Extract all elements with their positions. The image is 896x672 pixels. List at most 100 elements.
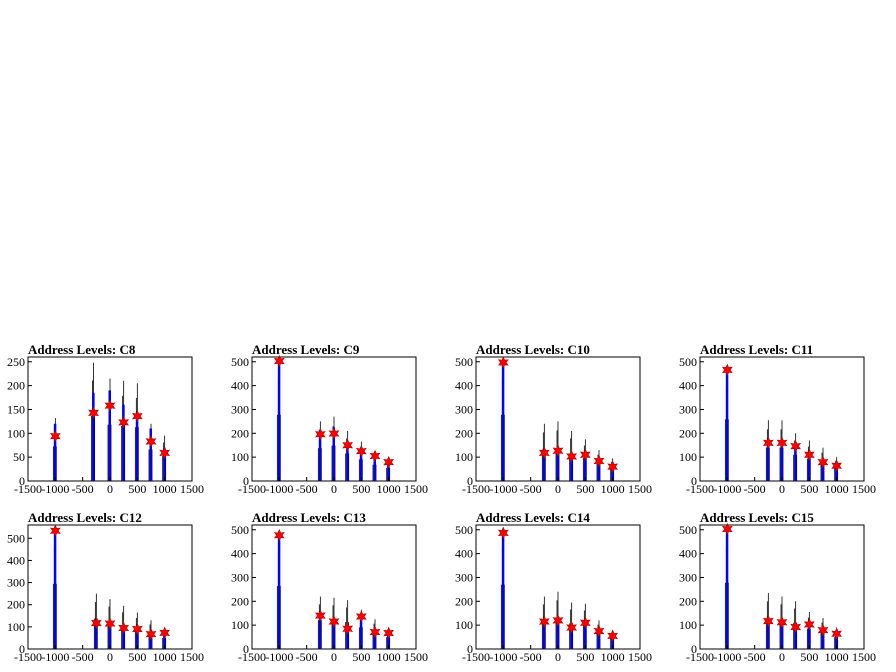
peak-marker (159, 626, 171, 640)
y-tick-label: 100 (7, 620, 25, 634)
histogram-fill (332, 620, 335, 649)
x-tick-label: 1000 (601, 650, 625, 664)
histogram-fill (725, 371, 729, 481)
peak-marker (721, 522, 733, 536)
histogram-fill (122, 404, 125, 481)
x-tick-label: 0 (107, 650, 113, 664)
chart-title: Address Levels: C11 (700, 342, 813, 357)
peak-marker (497, 526, 509, 540)
y-tick-label: 200 (231, 426, 249, 440)
x-tick-label: 1000 (153, 482, 177, 496)
x-tick-label: -500 (72, 482, 94, 496)
histogram-fill (373, 454, 376, 481)
y-tick-label: 400 (231, 379, 249, 393)
y-tick-label: 100 (231, 618, 249, 632)
y-tick-label: 500 (455, 523, 473, 537)
x-tick-label: -500 (520, 482, 542, 496)
y-tick-label: 500 (679, 355, 697, 369)
x-tick-label: 500 (576, 650, 594, 664)
x-tick-label: -500 (72, 650, 94, 664)
histogram-fill (501, 362, 505, 481)
x-tick-label: 500 (352, 482, 370, 496)
histogram-fill (794, 626, 797, 649)
histogram-fill (501, 534, 505, 649)
chart-panel-2: Address Levels: C10 0 100 200 300 400 500 -1500… (455, 342, 652, 496)
peak-marker (762, 614, 774, 628)
chart-panel-3: Address Levels: C11 0 100 200 300 400 500 -1500… (679, 342, 876, 496)
histogram-fill (135, 414, 139, 481)
peak-marker (383, 455, 395, 469)
histogram-fill (583, 621, 587, 649)
y-tick-label: 100 (455, 618, 473, 632)
histogram-fill (835, 632, 838, 649)
x-tick-label: -1500 (686, 650, 714, 664)
histogram-fill (94, 622, 98, 649)
y-tick-label: 0 (243, 642, 249, 656)
x-tick-label: 500 (800, 482, 818, 496)
y-tick-label: 300 (455, 570, 473, 584)
histogram-fill (122, 626, 125, 649)
peak-marker (314, 609, 326, 622)
y-tick-label: 400 (455, 547, 473, 561)
peak-marker (790, 620, 802, 634)
x-tick-label: 0 (331, 482, 337, 496)
peak-marker (369, 449, 381, 463)
histogram-fill (149, 428, 152, 481)
histogram-fill (794, 445, 797, 481)
y-tick-label: 250 (7, 355, 25, 369)
histogram-fill (542, 452, 546, 481)
peak-marker (131, 409, 143, 423)
y-tick-label: 100 (231, 450, 249, 464)
peak-marker (355, 610, 367, 623)
x-tick-label: 500 (352, 650, 370, 664)
y-tick-label: 200 (679, 426, 697, 440)
histogram-fill (725, 529, 729, 649)
histogram-fill (570, 626, 573, 649)
peak-marker (369, 625, 381, 639)
peak-marker (328, 427, 340, 440)
y-tick-label: 300 (679, 402, 697, 416)
x-tick-label: -1500 (686, 482, 714, 496)
histogram-fill (570, 454, 573, 481)
peak-marker (145, 627, 157, 641)
peak-marker (721, 363, 733, 377)
y-tick-label: 300 (7, 576, 25, 590)
chart-title: Address Levels: C8 (28, 342, 136, 357)
histogram-fill (332, 427, 335, 481)
histogram-fill (149, 632, 152, 649)
histogram-fill (53, 531, 57, 649)
x-tick-label: 0 (331, 650, 337, 664)
chart-panel-6: Address Levels: C14 0 100 200 300 400 500 -1500… (455, 510, 652, 664)
x-tick-label: 1000 (377, 650, 401, 664)
y-tick-label: 300 (455, 402, 473, 416)
y-tick-label: 100 (455, 450, 473, 464)
histogram-fill (556, 447, 559, 481)
peak-marker (273, 529, 285, 542)
histogram-fill (163, 447, 166, 481)
peak-marker (342, 438, 354, 452)
y-tick-label: 0 (243, 474, 249, 488)
histogram-fill (766, 440, 770, 481)
peak-marker (776, 616, 788, 629)
y-tick-label: 150 (7, 402, 25, 416)
peak-marker (817, 455, 829, 469)
y-tick-label: 300 (231, 402, 249, 416)
peak-marker (552, 614, 564, 627)
histogram-fill (597, 458, 600, 481)
y-tick-label: 200 (7, 598, 25, 612)
peak-marker (607, 629, 619, 643)
y-tick-label: 200 (7, 379, 25, 393)
chart-title: Address Levels: C12 (28, 510, 142, 525)
peak-marker (159, 446, 171, 460)
peak-marker (831, 627, 843, 640)
histogram-fill (821, 460, 824, 481)
histogram-fill (611, 634, 614, 649)
y-tick-label: 100 (7, 426, 25, 440)
chart-panel-7: Address Levels: C15 0 100 200 300 400 500 -1500… (679, 510, 876, 664)
peak-marker (49, 524, 61, 538)
histogram-fill (611, 464, 614, 481)
x-tick-label: -500 (296, 482, 318, 496)
histogram-fill (346, 442, 349, 481)
peak-marker (131, 622, 143, 636)
